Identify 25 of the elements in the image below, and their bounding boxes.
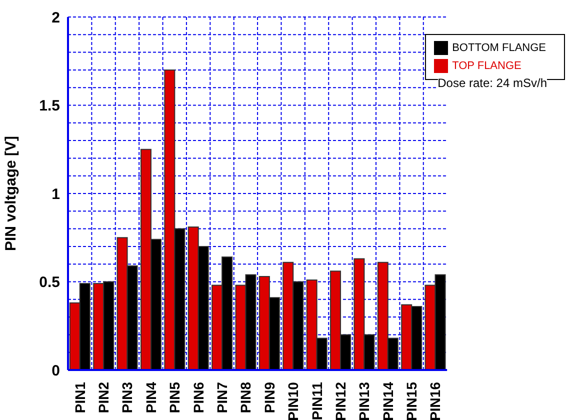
x-tick-label: PIN7 [214, 382, 230, 414]
y-tick-label: 1 [52, 186, 60, 203]
x-tick-label: PIN13 [356, 382, 372, 420]
x-tick-label: PIN14 [380, 382, 396, 420]
y-tick-label: 1.5 [39, 98, 60, 115]
x-tick-label: PIN2 [96, 382, 112, 414]
x-tick-label: PIN12 [332, 382, 348, 420]
x-tick-label: PIN11 [308, 382, 325, 420]
annotation: Dose rate: 24 mSv/h [438, 76, 547, 90]
legend-label: TOP FLANGE [452, 60, 522, 72]
x-tick-label: PIN9 [261, 382, 278, 414]
x-tick-label: PIN3 [119, 382, 136, 414]
y-tick-label: 0 [52, 362, 60, 380]
x-tick-label: PIN1 [72, 382, 88, 414]
legend-label: BOTTOM FLANGE [452, 42, 546, 54]
x-tick-label: PIN15 [404, 382, 420, 420]
x-tick-label: PIN4 [142, 382, 159, 414]
y-tick-label: 0.5 [39, 274, 60, 292]
y-axis-title: PIN voltgage [V] [2, 136, 20, 252]
x-tick-label: PIN10 [285, 382, 302, 420]
x-tick-label: PIN6 [190, 382, 206, 414]
x-tick-label: PIN8 [238, 382, 254, 414]
x-tick-label: PIN5 [166, 382, 183, 414]
x-tick-label: PIN16 [427, 382, 444, 420]
y-tick-label: 2 [52, 9, 60, 26]
